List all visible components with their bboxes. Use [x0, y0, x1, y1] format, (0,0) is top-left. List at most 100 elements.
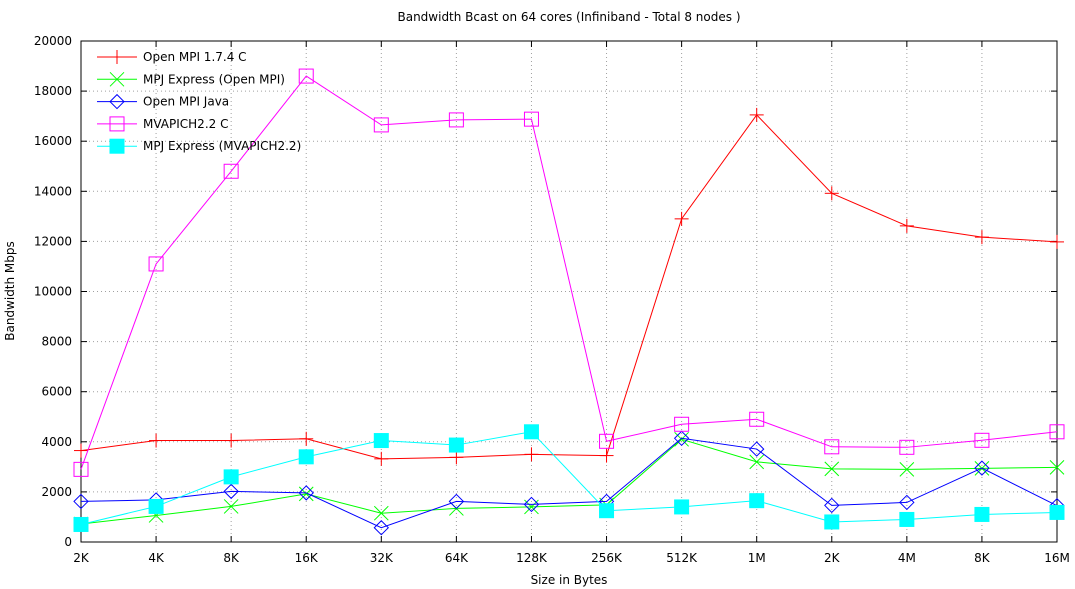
square-marker — [974, 432, 990, 448]
plus-marker — [74, 443, 88, 458]
series-line — [80, 438, 1058, 525]
x-tick-label: 128K — [516, 551, 548, 565]
cross-marker — [223, 499, 239, 514]
series-line — [80, 114, 1058, 460]
plus-marker — [374, 451, 389, 466]
diamond-marker — [373, 520, 390, 536]
filled-square-marker — [599, 503, 615, 519]
plus-marker — [149, 433, 164, 448]
y-tick-label: 18000 — [34, 84, 72, 98]
square-marker — [899, 439, 915, 455]
diamond-marker — [974, 460, 990, 476]
square-marker — [223, 163, 239, 179]
y-tick-label: 10000 — [34, 285, 72, 299]
square-marker — [148, 256, 164, 272]
cross-marker — [674, 431, 689, 447]
cross-marker — [824, 461, 840, 477]
legend-label: MVAPICH2.2 C — [143, 117, 228, 131]
cross-marker — [1049, 459, 1065, 475]
plus-marker — [599, 448, 614, 463]
plus-marker — [749, 107, 764, 122]
y-tick-label: 16000 — [34, 134, 72, 148]
filled-square-marker — [974, 506, 990, 522]
square-marker — [674, 416, 690, 432]
x-tick-label: 32K — [370, 551, 394, 565]
y-tick-label: 14000 — [34, 184, 72, 198]
cross-marker — [749, 454, 765, 470]
grid — [81, 41, 1057, 542]
y-axis-label: Bandwidth Mbps — [3, 241, 17, 341]
legend-label: MPJ Express (MVAPICH2.2) — [143, 139, 301, 153]
x-tick-label: 8K — [974, 551, 991, 565]
chart-title: Bandwidth Bcast on 64 cores (Infiniband … — [397, 10, 740, 24]
plus-marker — [974, 230, 989, 245]
legend-entry: MVAPICH2.2 C — [97, 116, 228, 132]
legend-entry: MPJ Express (MVAPICH2.2) — [97, 138, 301, 154]
diamond-marker — [899, 494, 915, 511]
plus-marker — [224, 433, 239, 448]
series-line — [80, 431, 1058, 525]
filled-square-marker — [824, 514, 840, 530]
x-tick-label: 512K — [666, 551, 698, 565]
plus-marker — [674, 211, 689, 226]
x-tick-label: 8K — [223, 551, 240, 565]
diamond-marker — [673, 430, 690, 447]
series-line — [80, 437, 1058, 529]
y-tick-label: 4000 — [41, 435, 72, 449]
square-marker — [599, 433, 615, 449]
filled-square-marker — [448, 437, 464, 453]
legend-label: Open MPI Java — [143, 95, 229, 109]
filled-square-marker — [223, 469, 239, 485]
diamond-marker — [109, 93, 125, 110]
y-tick-label: 12000 — [34, 234, 72, 248]
square-marker — [73, 461, 89, 477]
square-marker — [1049, 424, 1065, 440]
cross-marker — [899, 462, 915, 477]
filled-square-marker — [1049, 504, 1065, 520]
diamond-marker — [824, 497, 840, 514]
plus-marker — [1050, 234, 1064, 249]
filled-square-marker — [298, 449, 314, 465]
filled-square-marker — [674, 499, 690, 515]
plus-marker — [110, 50, 124, 64]
square-marker — [749, 411, 765, 427]
x-axis-label: Size in Bytes — [531, 573, 608, 587]
plus-marker — [449, 450, 464, 465]
filled-square-marker — [373, 433, 389, 449]
cross-marker — [109, 71, 125, 87]
series-1 — [73, 431, 1065, 532]
x-tick-label: 256K — [591, 551, 623, 565]
axes: 0 2000 4000 6000 8000 10000 12000 14000 16000 180… — [34, 34, 1070, 565]
filled-square-marker — [109, 138, 125, 154]
square-marker — [298, 68, 314, 84]
x-tick-label: 4M — [898, 551, 916, 565]
legend-label: MPJ Express (Open MPI) — [143, 72, 285, 86]
x-tick-label: 64K — [445, 551, 469, 565]
x-tick-label: 2K — [73, 551, 90, 565]
plus-marker — [299, 431, 314, 446]
legend-entry: Open MPI Java — [97, 93, 229, 110]
plus-marker — [824, 186, 839, 201]
filled-square-marker — [523, 424, 539, 440]
legend-entry: MPJ Express (Open MPI) — [97, 71, 285, 87]
square-marker — [523, 111, 539, 127]
series-lines — [73, 68, 1065, 536]
x-tick-label: 16K — [295, 551, 319, 565]
filled-square-marker — [73, 516, 89, 532]
y-tick-label: 2000 — [41, 485, 72, 499]
x-tick-label: 4K — [148, 551, 165, 565]
square-marker — [448, 112, 464, 128]
diamond-marker — [523, 496, 540, 513]
cross-marker — [298, 486, 314, 502]
plus-marker — [524, 447, 539, 462]
filled-square-marker — [899, 511, 915, 527]
series-3 — [73, 68, 1065, 477]
y-tick-label: 6000 — [41, 385, 72, 399]
cross-marker — [373, 505, 389, 521]
series-4 — [73, 424, 1065, 532]
diamond-marker — [223, 483, 239, 500]
square-marker — [109, 116, 125, 132]
square-marker — [824, 439, 840, 455]
series-0 — [74, 107, 1064, 466]
